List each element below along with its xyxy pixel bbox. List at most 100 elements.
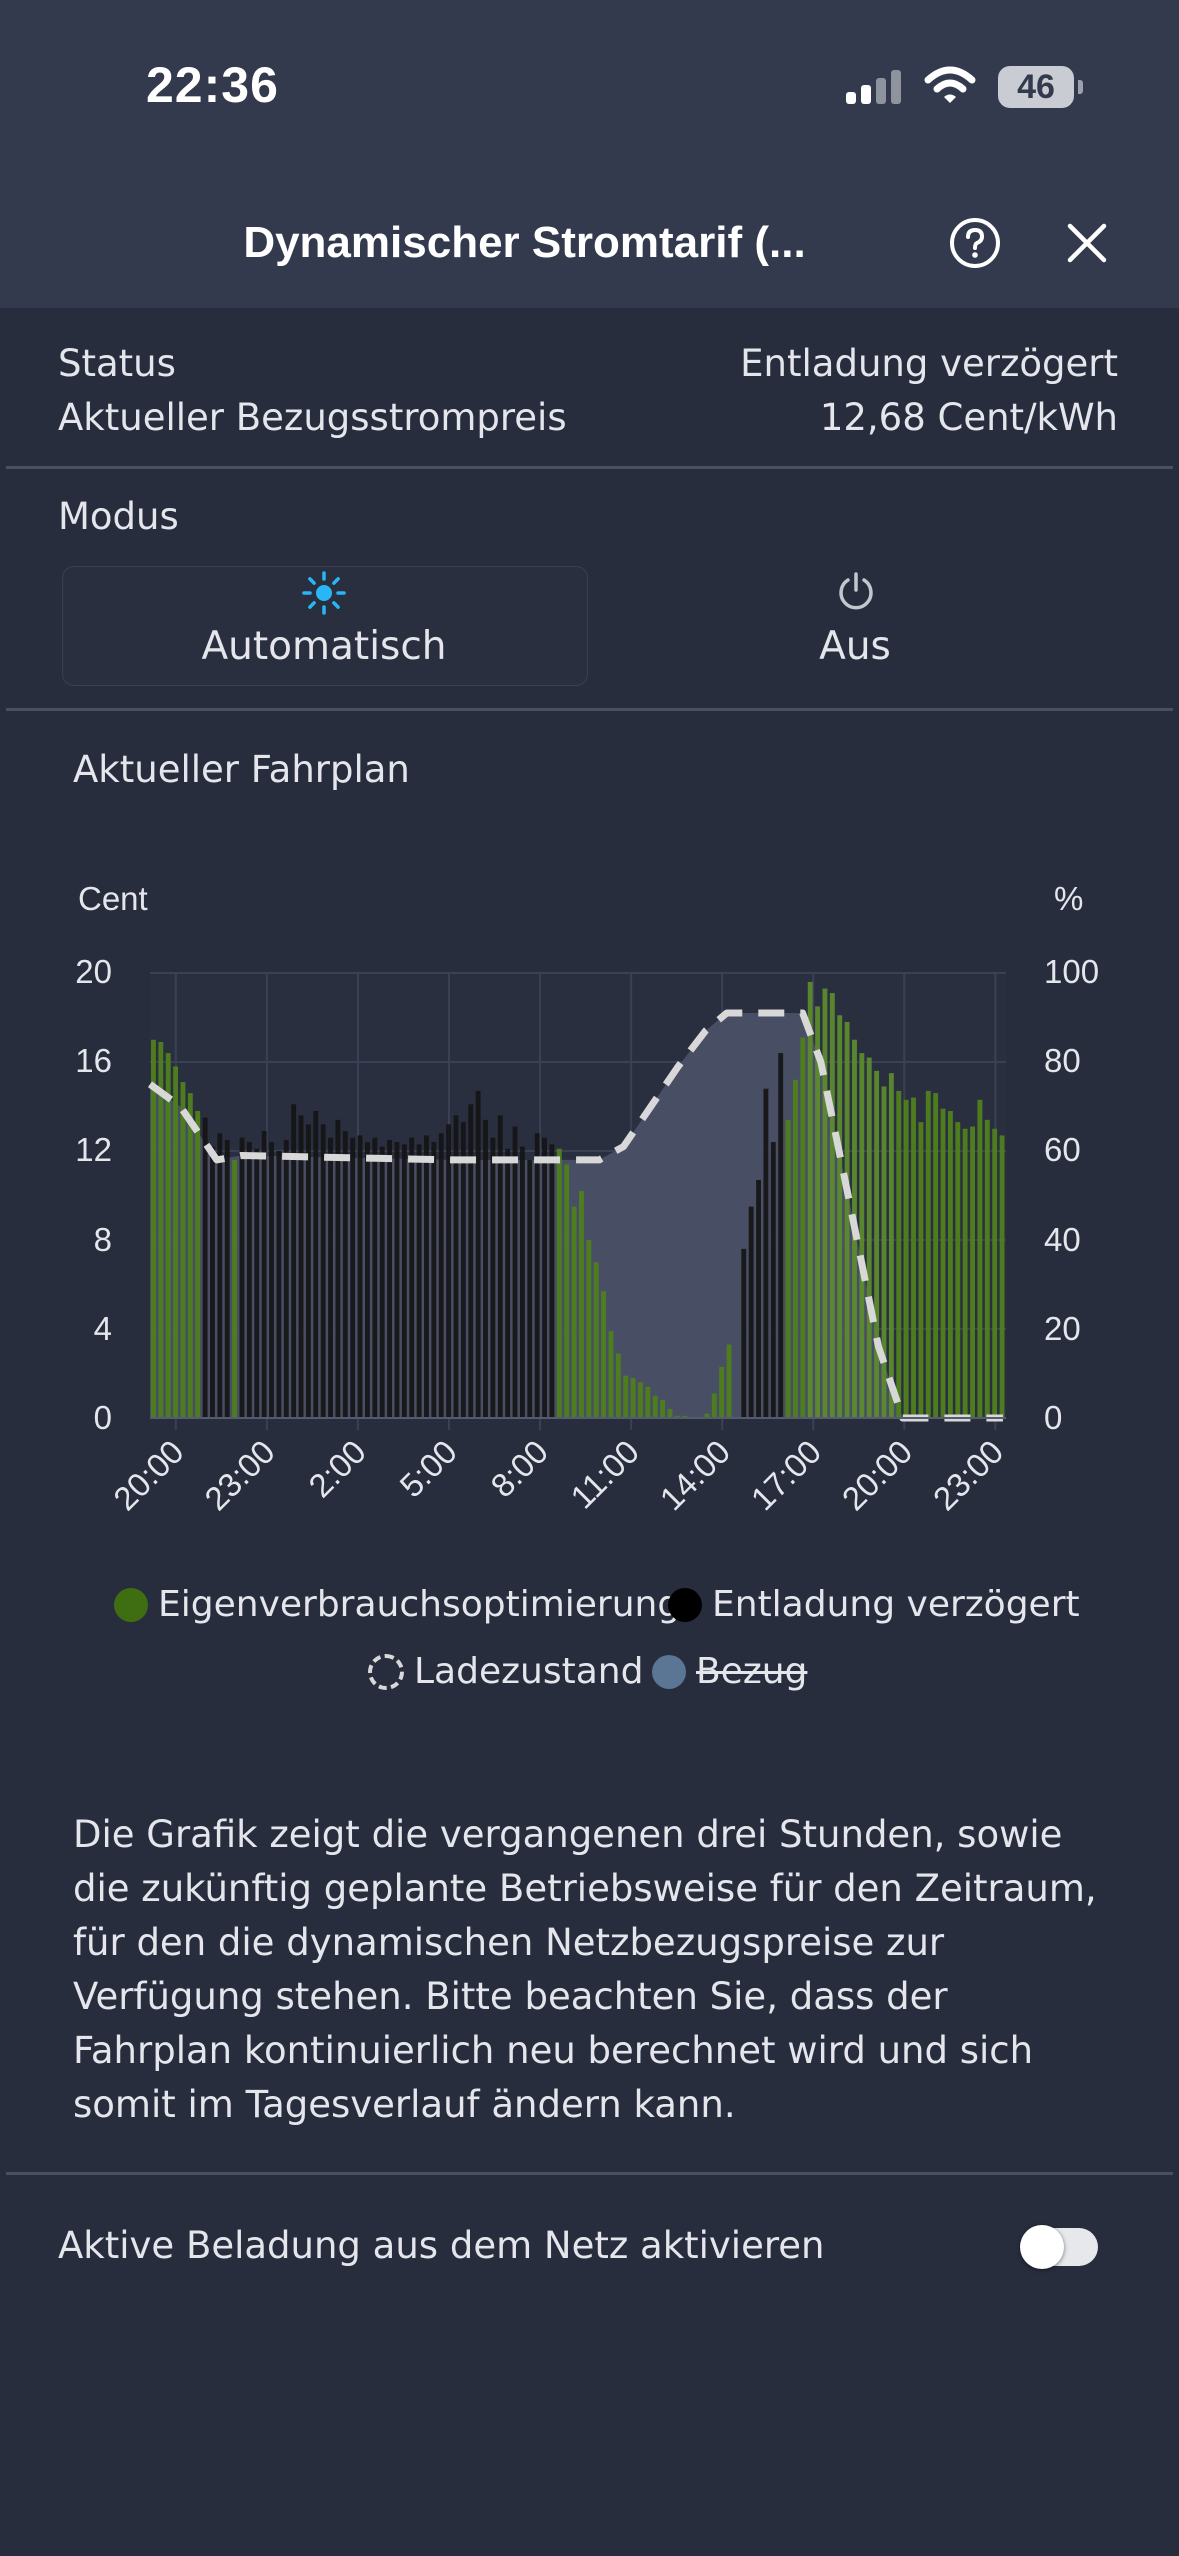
y-right-tick: 20 — [1044, 1310, 1081, 1347]
dialog-title: Dynamischer Stromtarif (... — [243, 218, 806, 267]
price-bar — [844, 1021, 850, 1418]
legend-swatch — [668, 1587, 702, 1622]
grid-charging-toggle[interactable] — [1020, 2225, 1098, 2269]
legend-label: Entladung verzögert — [712, 1584, 1080, 1625]
y-left-tick: 12 — [75, 1131, 112, 1168]
price-value: 12,68 Cent/kWh — [819, 396, 1118, 439]
status-value: Entladung verzögert — [740, 342, 1118, 385]
legend-ladezustand[interactable]: Ladezustand — [368, 1651, 643, 1692]
price-label: Aktueller Bezugsstrompreis — [58, 396, 567, 439]
grid-charging-label: Aktive Beladung aus dem Netz aktivieren — [58, 2224, 825, 2267]
price-bar — [571, 1206, 577, 1418]
dialog-header — [0, 190, 1179, 308]
divider — [6, 466, 1173, 469]
price-bar — [556, 1148, 562, 1418]
price-bar — [903, 1099, 909, 1418]
x-tick-label: 2:00 — [301, 1433, 373, 1505]
divider — [6, 708, 1173, 711]
price-bar — [719, 1366, 725, 1418]
cellular-signal-icon — [846, 70, 901, 104]
power-icon[interactable] — [834, 570, 878, 614]
price-bar — [682, 1415, 688, 1418]
price-bar — [918, 1122, 924, 1418]
price-bar — [955, 1122, 961, 1418]
price-bar — [335, 1119, 341, 1418]
price-bar — [623, 1375, 629, 1418]
status-bar — [0, 0, 1179, 190]
price-bar — [807, 981, 813, 1418]
legend-eigenverbrauch[interactable]: Eigenverbrauchsoptimierung — [114, 1584, 680, 1625]
price-bar — [992, 1128, 998, 1418]
price-bar — [158, 1041, 164, 1418]
price-bar — [210, 1146, 215, 1418]
price-bar — [298, 1115, 304, 1418]
y-right-tick: 40 — [1044, 1221, 1081, 1258]
y-right-tick: 60 — [1044, 1131, 1081, 1168]
x-tick-label: 14:00 — [653, 1433, 738, 1518]
y-left-tick: 16 — [75, 1042, 112, 1079]
price-bar — [896, 1090, 902, 1418]
price-bar — [704, 1413, 710, 1418]
price-bar — [505, 1148, 511, 1418]
price-bar — [859, 1053, 865, 1418]
price-bar — [837, 1015, 843, 1418]
price-bar — [328, 1137, 333, 1418]
price-bar — [246, 1142, 252, 1418]
price-bar — [394, 1142, 400, 1418]
price-bar — [276, 1151, 282, 1418]
price-bar — [291, 1104, 297, 1418]
price-bar — [512, 1126, 518, 1418]
price-bar — [645, 1386, 651, 1418]
price-bar — [483, 1119, 488, 1418]
price-bar — [269, 1142, 274, 1418]
price-bar — [239, 1137, 245, 1418]
price-bar — [866, 1057, 872, 1418]
price-bar — [970, 1126, 975, 1418]
status-label: Status — [58, 342, 176, 385]
price-bar — [785, 1119, 791, 1418]
x-tick-label: 17:00 — [744, 1433, 829, 1518]
price-bar — [534, 1133, 540, 1418]
price-bar — [711, 1393, 717, 1418]
price-bar — [881, 1086, 887, 1418]
price-bar — [549, 1144, 555, 1418]
soc-line — [147, 1009, 1003, 1422]
y-left-tick: 4 — [93, 1310, 112, 1347]
toggle-knob[interactable] — [1020, 2225, 1064, 2269]
battery-tip — [1078, 80, 1083, 94]
legend-swatch — [368, 1653, 404, 1690]
price-bar — [999, 1135, 1005, 1418]
price-bar — [424, 1135, 429, 1418]
help-icon[interactable] — [949, 217, 1001, 269]
price-bar — [187, 1093, 193, 1418]
price-bar — [977, 1099, 983, 1418]
price-bar — [608, 1331, 614, 1418]
y-left-unit: Cent — [78, 880, 148, 917]
price-bar — [527, 1159, 533, 1418]
price-bar — [357, 1135, 363, 1418]
price-bar — [446, 1124, 452, 1418]
price-bar — [232, 1159, 238, 1418]
legend-label: Bezug — [696, 1651, 808, 1692]
divider — [6, 2172, 1173, 2175]
mode-label: Modus — [58, 495, 179, 538]
price-bar — [261, 1130, 267, 1418]
price-bar — [180, 1082, 186, 1418]
price-bar — [638, 1382, 643, 1418]
x-tick-label: 20:00 — [835, 1433, 920, 1518]
y-left-tick: 20 — [75, 953, 112, 990]
battery-level: 46 — [1017, 68, 1055, 106]
close-icon[interactable] — [1064, 220, 1110, 266]
price-bar — [940, 1108, 946, 1418]
price-bar — [564, 1164, 570, 1418]
price-bar — [933, 1093, 939, 1418]
legend-bezug[interactable]: Bezug — [652, 1651, 807, 1692]
schedule-title: Aktueller Fahrplan — [73, 748, 410, 791]
price-bar — [401, 1144, 407, 1418]
legend-entladung[interactable]: Entladung verzögert — [668, 1584, 1080, 1625]
mode-aus-label[interactable]: Aus — [819, 624, 891, 669]
price-bar — [601, 1291, 607, 1418]
price-bar — [822, 988, 828, 1418]
sun-icon — [302, 571, 346, 615]
mode-automatisch-label: Automatisch — [201, 624, 447, 669]
